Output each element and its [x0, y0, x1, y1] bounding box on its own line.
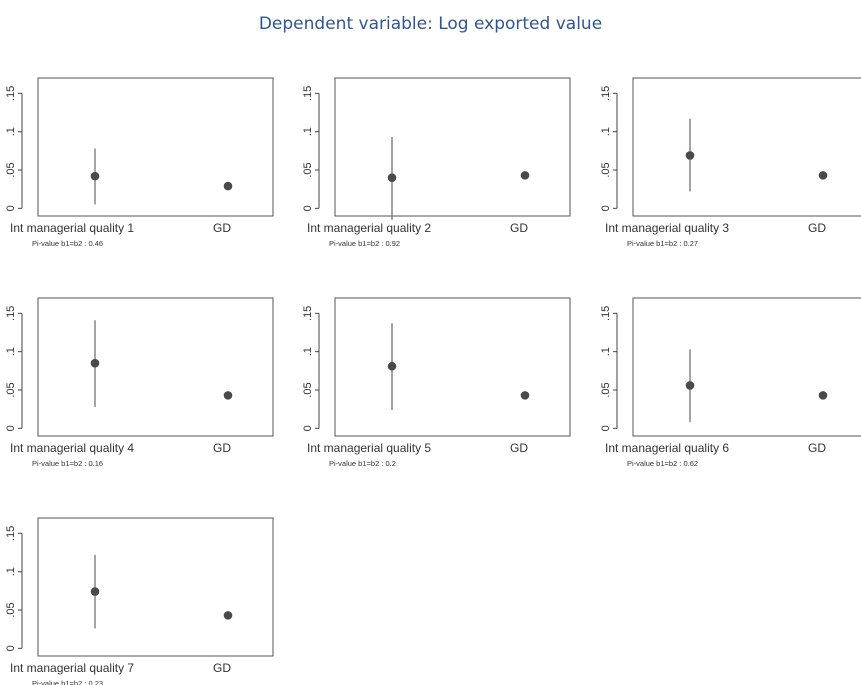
- y-tick-label: .15: [5, 526, 17, 541]
- chart-panel-3: 0 .05 .1 .15 Int managerial quality 3 GD Pi-va…: [600, 77, 861, 248]
- p-value-note: Pi-value b1=b2 : 0.92: [329, 239, 400, 248]
- category-label: GD: [510, 441, 528, 455]
- y-tick-label: .05: [302, 382, 314, 397]
- plot-frame: [37, 297, 274, 437]
- category-label: GD: [213, 221, 231, 235]
- y-tick-label: .15: [600, 86, 612, 101]
- y-tick-label: .1: [600, 127, 612, 136]
- y-tick-label: .15: [302, 86, 314, 101]
- y-tick-label: .15: [302, 306, 314, 321]
- y-tick-label: .15: [5, 86, 17, 101]
- p-value-note: Pi-value b1=b2 : 0.16: [32, 459, 103, 468]
- plot-frame: [632, 297, 861, 437]
- y-tick-label: 0: [5, 205, 17, 211]
- y-tick-label: .05: [302, 162, 314, 177]
- point-estimate: [387, 173, 397, 182]
- point-estimate: [223, 611, 233, 620]
- category-label: GD: [808, 221, 826, 235]
- y-tick-label: 0: [5, 425, 17, 431]
- y-tick-label: .1: [5, 567, 17, 576]
- y-tick-label: .15: [600, 306, 612, 321]
- y-tick-label: .05: [600, 162, 612, 177]
- y-tick-label: .05: [600, 382, 612, 397]
- chart-panel-2: 0 .05 .1 .15 Int managerial quality 2 GD Pi-va…: [302, 77, 571, 248]
- y-tick-label: .1: [5, 127, 17, 136]
- plot-frame: [632, 77, 861, 217]
- y-tick-label: .05: [5, 162, 17, 177]
- y-tick-label: 0: [600, 425, 612, 431]
- category-label: Int managerial quality 7: [10, 661, 134, 675]
- point-estimate: [223, 181, 233, 191]
- category-label: GD: [213, 441, 231, 455]
- point-estimate: [818, 171, 828, 180]
- page-title: Dependent variable: Log exported value: [258, 14, 603, 34]
- y-tick-label: .1: [302, 127, 314, 136]
- plot-frame: [334, 77, 571, 217]
- p-value-note: Pi-value b1=b2 : 0.62: [627, 459, 698, 468]
- chart-panel-6: 0 .05 .1 .15 Int managerial quality 6 GD Pi-va…: [600, 297, 861, 468]
- point-estimate: [387, 361, 397, 371]
- y-tick-label: .15: [5, 306, 17, 321]
- category-label: GD: [808, 441, 826, 455]
- point-estimate: [685, 151, 695, 160]
- point-estimate: [685, 381, 695, 390]
- category-label: Int managerial quality 6: [605, 441, 729, 455]
- point-estimate: [90, 587, 100, 596]
- point-estimate: [520, 171, 530, 180]
- category-label: Int managerial quality 3: [605, 221, 729, 235]
- category-label: Int managerial quality 5: [307, 441, 431, 455]
- plot-frame: [37, 517, 274, 657]
- p-value-note: Pi-value b1=b2 : 0.2: [329, 459, 396, 468]
- category-label: GD: [510, 221, 528, 235]
- point-estimate: [90, 171, 100, 181]
- category-label: Int managerial quality 4: [10, 441, 134, 455]
- category-label: Int managerial quality 2: [307, 221, 431, 235]
- y-tick-label: 0: [302, 205, 314, 211]
- chart-panel-4: 0 .05 .1 .15 Int managerial quality 4 GD Pi-va…: [5, 297, 274, 468]
- y-tick-label: .1: [5, 347, 17, 356]
- plot-frame: [37, 77, 274, 217]
- p-value-note: Pi-value b1=b2 : 0.23: [32, 679, 103, 685]
- category-label: GD: [213, 661, 231, 675]
- chart-panel-7: 0 .05 .1 .15 Int managerial quality 7 GD Pi-va…: [5, 517, 274, 685]
- point-estimate: [223, 391, 233, 400]
- y-tick-label: .1: [600, 347, 612, 356]
- y-tick-label: .05: [5, 382, 17, 397]
- y-tick-label: 0: [600, 205, 612, 211]
- category-label: Int managerial quality 1: [10, 221, 134, 235]
- chart-panel-1: 0 .05 .1 .15 Int managerial quality 1 GD Pi-va…: [5, 77, 274, 248]
- plot-frame: [334, 297, 571, 437]
- y-tick-label: 0: [302, 425, 314, 431]
- p-value-note: Pi-value b1=b2 : 0.27: [627, 239, 698, 248]
- point-estimate: [90, 358, 100, 368]
- y-tick-label: .1: [302, 347, 314, 356]
- y-tick-label: .05: [5, 602, 17, 617]
- point-estimate: [818, 391, 828, 400]
- point-estimate: [520, 391, 530, 400]
- p-value-note: Pi-value b1=b2 : 0.46: [32, 239, 103, 248]
- y-tick-label: 0: [5, 645, 17, 651]
- chart-panel-5: 0 .05 .1 .15 Int managerial quality 5 GD Pi-va…: [302, 297, 571, 468]
